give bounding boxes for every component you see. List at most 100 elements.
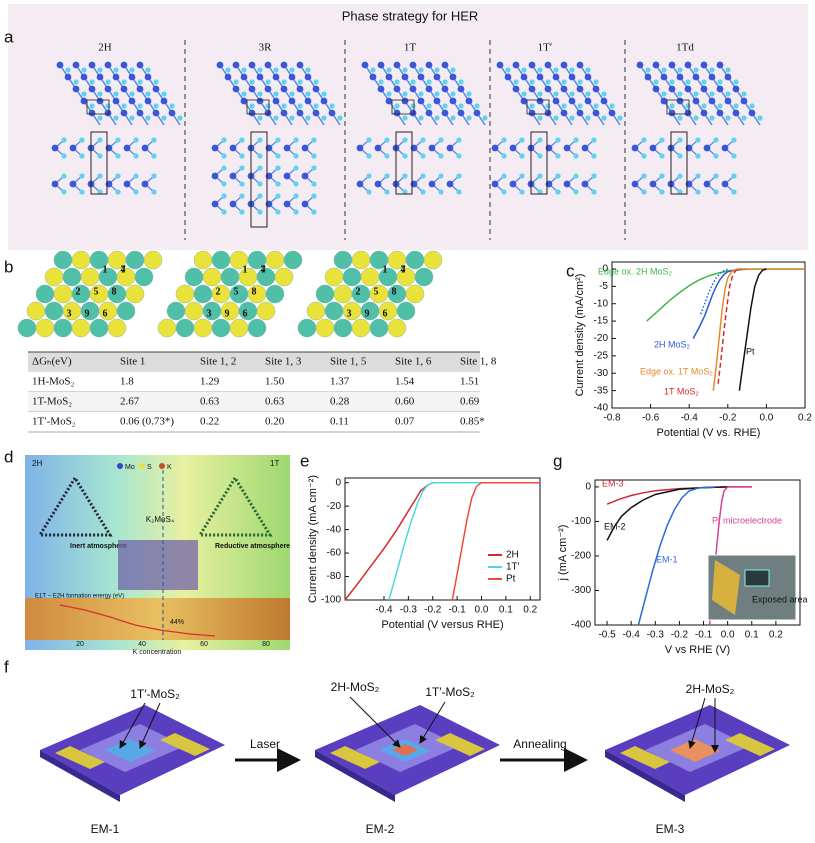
atom-mo — [69, 144, 77, 152]
atom-s — [386, 67, 392, 73]
atom-mo — [428, 180, 436, 188]
atom-mo — [120, 61, 128, 69]
atom-s — [749, 103, 755, 109]
x-tick-label: -0.8 — [603, 413, 621, 424]
atom-s — [275, 181, 281, 187]
atom-mo — [160, 97, 168, 105]
atom-s — [731, 173, 737, 179]
atom-mo — [144, 73, 152, 81]
pd-xlabel: K concentration — [133, 649, 182, 656]
y-tick-label: 0 — [602, 264, 608, 275]
atom-s — [553, 67, 559, 73]
unit-cell — [90, 131, 108, 195]
atom-mo — [504, 73, 512, 81]
atom-s — [677, 91, 683, 97]
atom-s — [293, 209, 299, 215]
sphere — [35, 284, 55, 304]
legend-text: 1T′ — [506, 562, 520, 573]
atom-mo — [576, 109, 584, 117]
x-tick-label: 0.2 — [523, 605, 537, 616]
atom-mo — [676, 73, 684, 81]
phase-label: 1T — [404, 42, 417, 54]
plot-frame — [611, 261, 806, 409]
sphere — [387, 318, 407, 338]
atom-mo — [123, 144, 131, 152]
table-cell: 0.28 — [330, 396, 350, 408]
table-cell: 0.63 — [265, 396, 285, 408]
atom-s — [257, 165, 263, 171]
table-cell: 0.06 (0.73*) — [120, 416, 174, 428]
atom-s — [725, 67, 731, 73]
energy-band — [25, 598, 290, 640]
y-tick-label: -30 — [594, 368, 609, 379]
atom-s — [225, 67, 231, 73]
atom-s — [81, 67, 87, 73]
atom-mo — [51, 144, 59, 152]
sphere — [333, 284, 353, 304]
atom-mo — [631, 180, 639, 188]
atom-mo — [361, 61, 369, 69]
atom-mo — [104, 85, 112, 93]
sphere — [265, 284, 285, 304]
unit-cell — [86, 99, 110, 115]
site-number: 1 — [243, 264, 248, 275]
sphere — [184, 301, 204, 321]
atom-mo — [296, 85, 304, 93]
atom-s — [537, 91, 543, 97]
atom-mo — [748, 109, 756, 117]
atom-s — [701, 79, 707, 85]
atom-s — [695, 173, 701, 179]
sphere — [26, 301, 46, 321]
sphere — [405, 250, 425, 270]
atom-s — [151, 137, 157, 143]
atom-s — [79, 189, 85, 195]
atom-mo — [256, 97, 264, 105]
atom-s — [129, 115, 135, 121]
atom-mo — [449, 97, 457, 105]
atom-s — [221, 137, 227, 143]
atom-s — [529, 79, 535, 85]
reductive: Reductive atmosphere — [215, 543, 290, 550]
atom-s — [659, 153, 665, 159]
table-header: Site 1, 6 — [395, 356, 432, 368]
site-number: 3 — [347, 308, 352, 319]
atom-mo — [433, 97, 441, 105]
atom-mo — [563, 180, 571, 188]
atom-mo — [136, 85, 144, 93]
y-tick-label: -300 — [571, 585, 591, 596]
atom-s — [585, 67, 591, 73]
atom-mo — [377, 61, 385, 69]
x-tick-label: 0.0 — [475, 605, 489, 616]
table-cell: 1T-MoS₂ — [32, 396, 72, 408]
atom-s — [97, 189, 103, 195]
atom-mo — [104, 61, 112, 69]
sphere — [414, 267, 434, 287]
series-line — [712, 268, 805, 391]
sphere — [283, 250, 303, 270]
atom-s — [133, 173, 139, 179]
atom-s — [113, 91, 119, 97]
atom-s — [289, 115, 295, 121]
atom-mo — [446, 180, 454, 188]
atom-s — [701, 103, 707, 109]
x-tick-label: -0.1 — [449, 605, 467, 616]
atom-mo — [256, 73, 264, 81]
table-header-bg — [28, 352, 480, 372]
site-number: 9 — [225, 308, 230, 319]
sphere — [333, 318, 353, 338]
phase-title: Phase strategy for HER — [342, 8, 479, 23]
atom-mo — [229, 144, 237, 152]
atom-s — [442, 79, 448, 85]
atom-s — [561, 79, 567, 85]
panel-letter: a — [4, 27, 14, 46]
atom-s — [545, 103, 551, 109]
atom-s — [257, 91, 263, 97]
atom-mo — [72, 61, 80, 69]
atom-mo — [272, 97, 280, 105]
sphere — [44, 267, 64, 287]
atom-s — [402, 137, 408, 143]
table-cell: 0.07 — [395, 416, 415, 428]
step: Annealing — [513, 737, 566, 751]
atom-s — [151, 153, 157, 159]
atom-mo — [88, 61, 96, 69]
